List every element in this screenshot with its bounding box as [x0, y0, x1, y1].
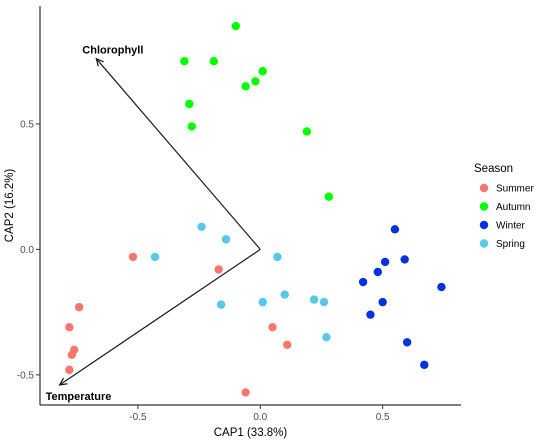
legend: Season Summer Autumn Winter Spring: [474, 163, 534, 250]
point-spring: [322, 333, 331, 342]
x-tick-label: 0.5: [376, 412, 390, 423]
legend-label-summer: Summer: [496, 184, 534, 195]
legend-label-winter: Winter: [496, 221, 526, 232]
data-points: [65, 21, 446, 397]
x-axis: -0.5 0.0 0.5: [40, 404, 461, 423]
x-axis-title: CAP1 (33.8%): [214, 427, 288, 439]
point-autumn: [231, 21, 241, 31]
point-autumn: [258, 67, 267, 76]
legend-title: Season: [474, 163, 513, 175]
vector-arrowhead: [95, 57, 104, 67]
point-autumn: [185, 99, 194, 109]
point-summer: [67, 350, 77, 360]
point-spring: [197, 222, 206, 232]
point-spring: [273, 252, 282, 262]
legend-key-summer: [479, 183, 489, 193]
point-summer: [65, 365, 74, 375]
legend-label-spring: Spring: [496, 239, 525, 250]
point-autumn: [251, 77, 260, 86]
legend-label-autumn: Autumn: [496, 202, 530, 213]
biplot-vectors: Chlorophyll Temperature: [46, 45, 261, 403]
point-summer: [65, 323, 74, 332]
point-summer: [128, 252, 138, 262]
point-winter: [380, 257, 390, 267]
point-autumn: [241, 82, 250, 91]
x-tick-label: 0.0: [253, 412, 267, 423]
y-axis: -0.5 0.0 0.5: [17, 6, 41, 405]
vector-temperature: [59, 248, 261, 386]
point-winter: [358, 277, 368, 287]
point-summer: [283, 340, 292, 349]
point-spring: [258, 297, 267, 307]
point-autumn: [324, 192, 334, 201]
legend-key-winter: [479, 220, 489, 230]
point-autumn: [187, 122, 196, 131]
point-summer: [241, 388, 250, 397]
y-tick-label: 0.5: [20, 119, 34, 130]
vector-chlorophyll: [95, 58, 261, 250]
point-winter: [378, 297, 387, 307]
vector-label-temperature: Temperature: [46, 391, 112, 403]
point-spring: [309, 295, 319, 304]
point-autumn: [209, 57, 218, 66]
point-autumn: [302, 127, 311, 136]
point-summer: [74, 302, 84, 312]
point-spring: [221, 235, 231, 244]
point-spring: [319, 297, 329, 307]
x-tick-label: -0.5: [129, 412, 147, 423]
point-spring: [150, 252, 160, 262]
point-summer: [268, 323, 277, 332]
legend-key-spring: [479, 239, 489, 248]
point-winter: [373, 267, 382, 277]
point-autumn: [180, 57, 189, 66]
point-summer: [214, 265, 223, 274]
legend-key-autumn: [479, 202, 489, 211]
vector-label-chlorophyll: Chlorophyll: [82, 45, 143, 57]
point-winter: [400, 255, 409, 264]
y-tick-label: 0.0: [20, 245, 34, 256]
y-tick-label: -0.5: [17, 370, 35, 381]
point-winter: [437, 282, 446, 292]
point-spring: [280, 290, 289, 299]
y-axis-title: CAP2 (16.2%): [4, 169, 16, 243]
point-winter: [402, 338, 412, 347]
point-winter: [366, 310, 375, 319]
point-spring: [216, 300, 226, 309]
point-winter: [390, 225, 400, 234]
point-winter: [420, 360, 429, 370]
vector-arrowhead: [58, 377, 68, 386]
